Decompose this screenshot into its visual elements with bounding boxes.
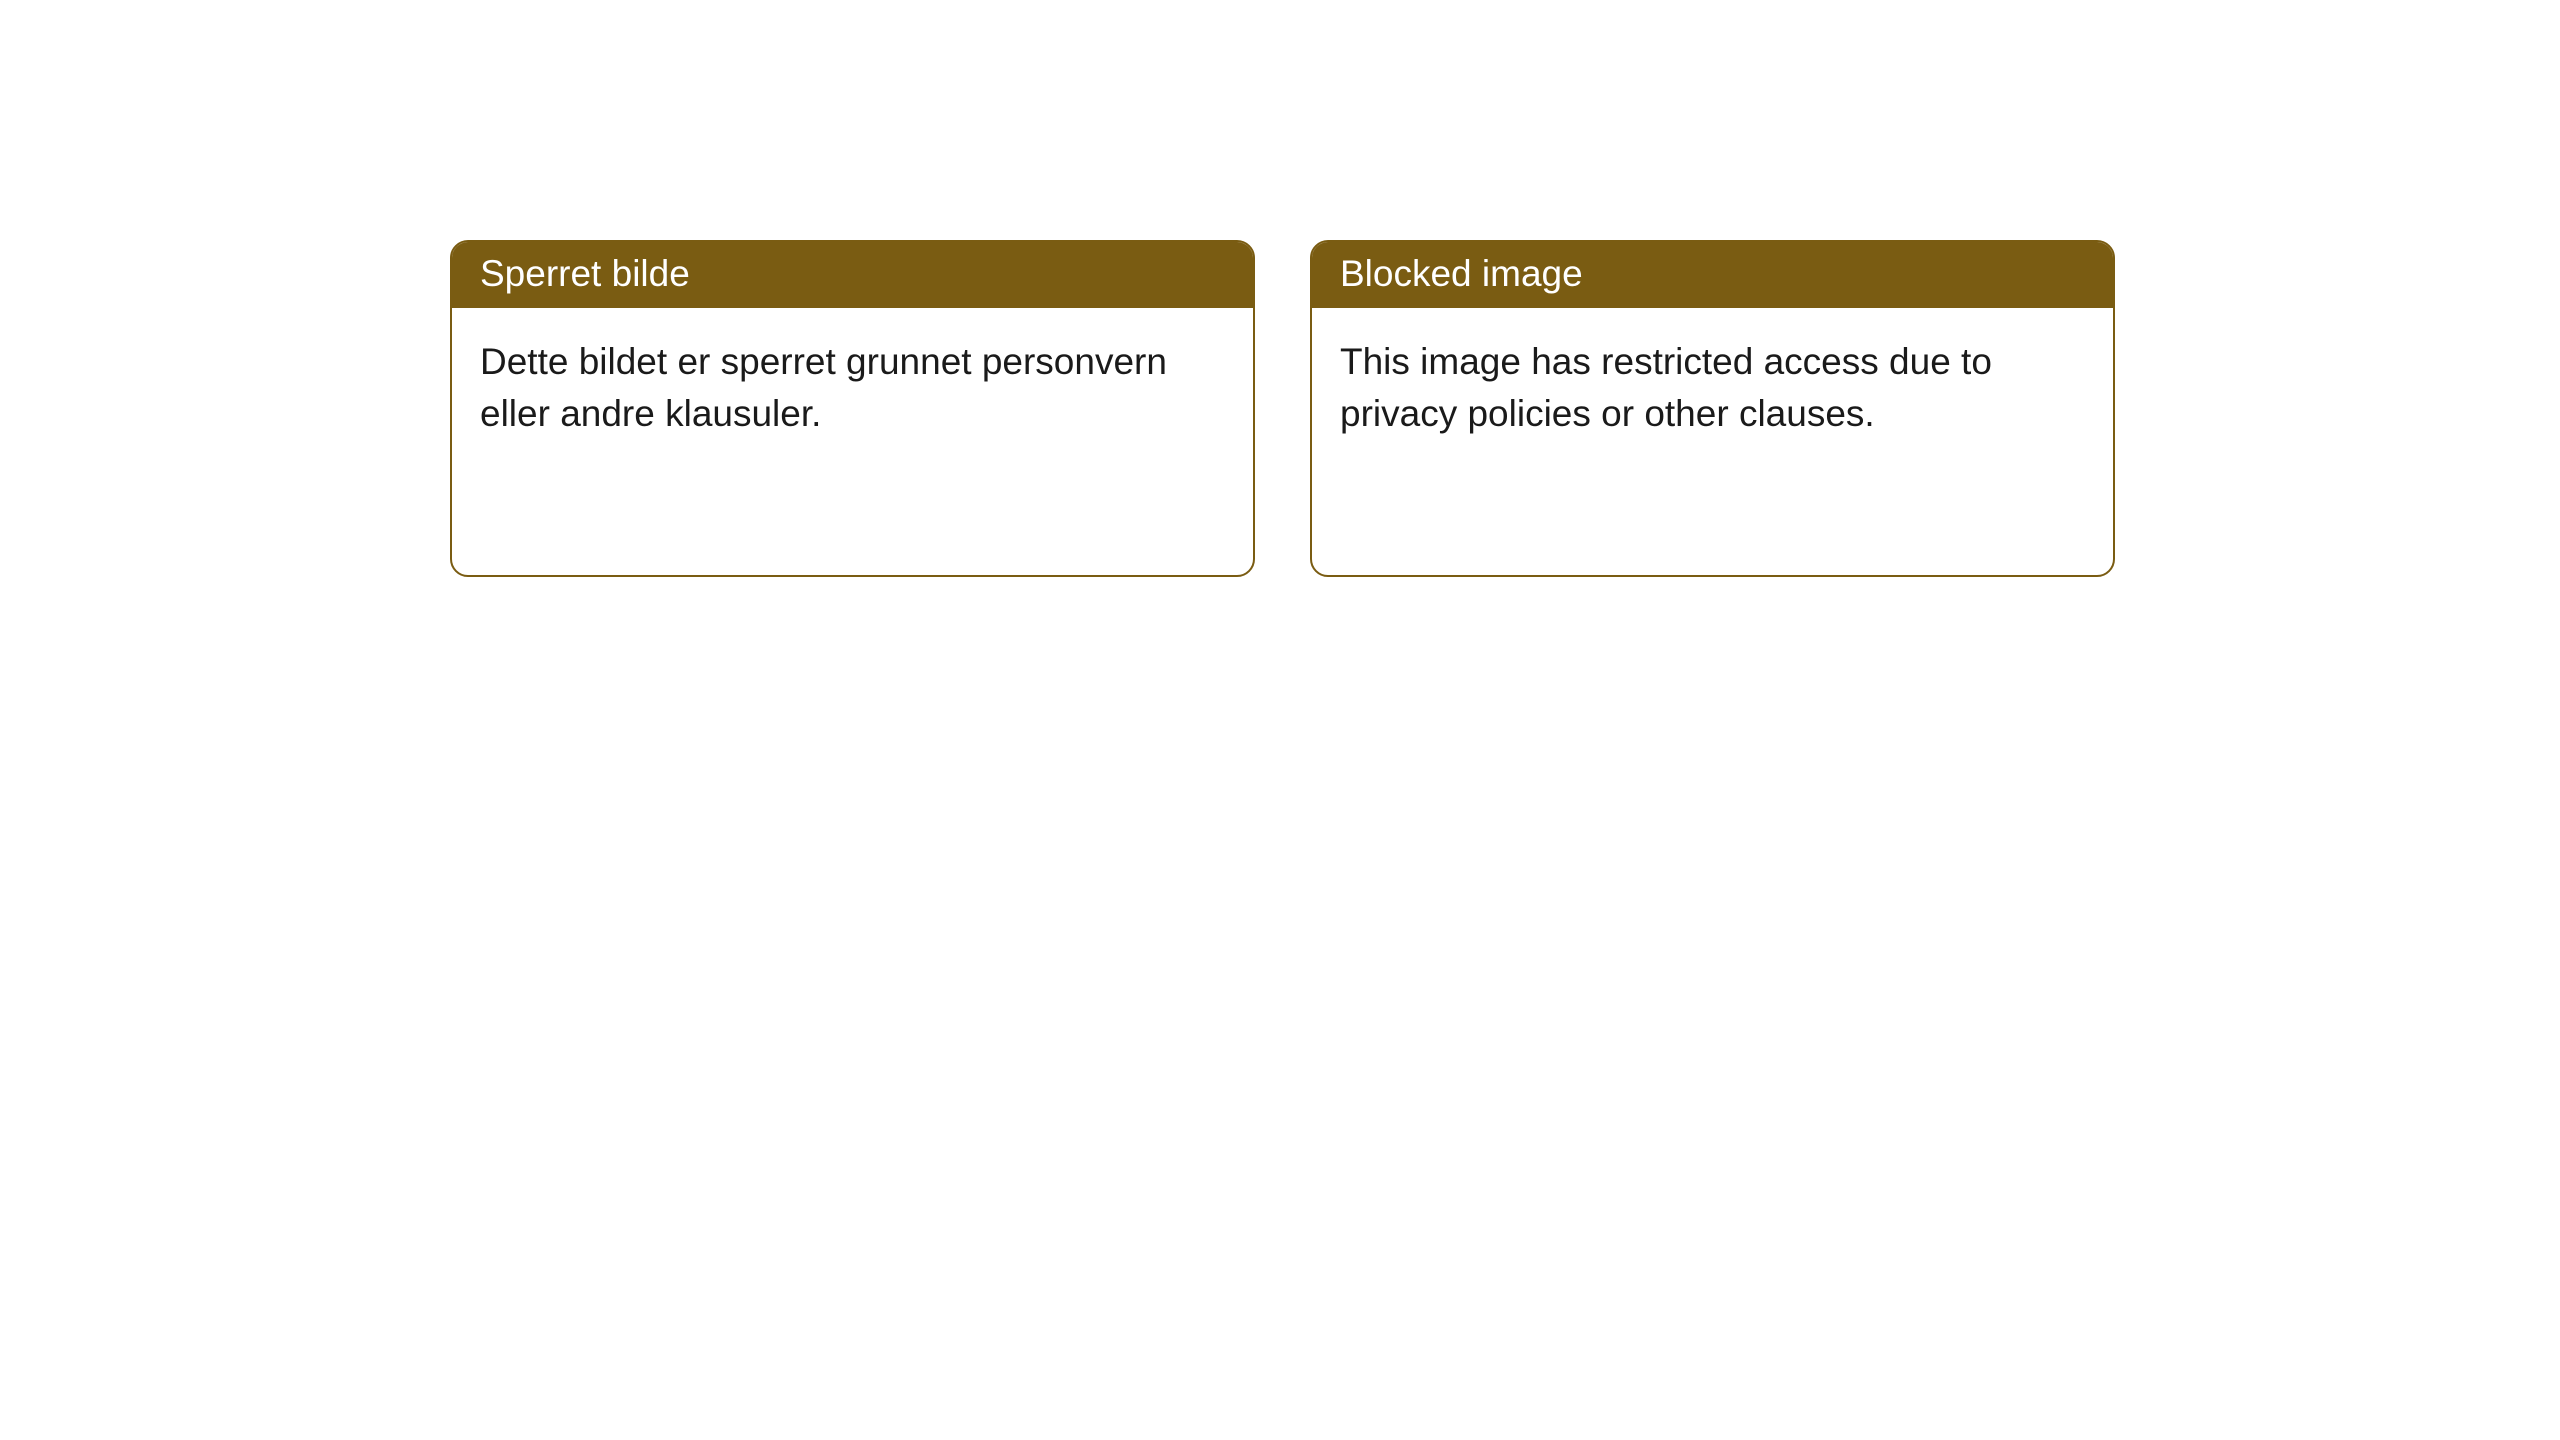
notice-card-norwegian: Sperret bilde Dette bildet er sperret gr…: [450, 240, 1255, 577]
notice-header: Blocked image: [1312, 242, 2113, 308]
notice-card-english: Blocked image This image has restricted …: [1310, 240, 2115, 577]
notice-body: This image has restricted access due to …: [1312, 308, 2113, 468]
notice-container: Sperret bilde Dette bildet er sperret gr…: [450, 240, 2115, 577]
notice-body: Dette bildet er sperret grunnet personve…: [452, 308, 1253, 468]
notice-header: Sperret bilde: [452, 242, 1253, 308]
